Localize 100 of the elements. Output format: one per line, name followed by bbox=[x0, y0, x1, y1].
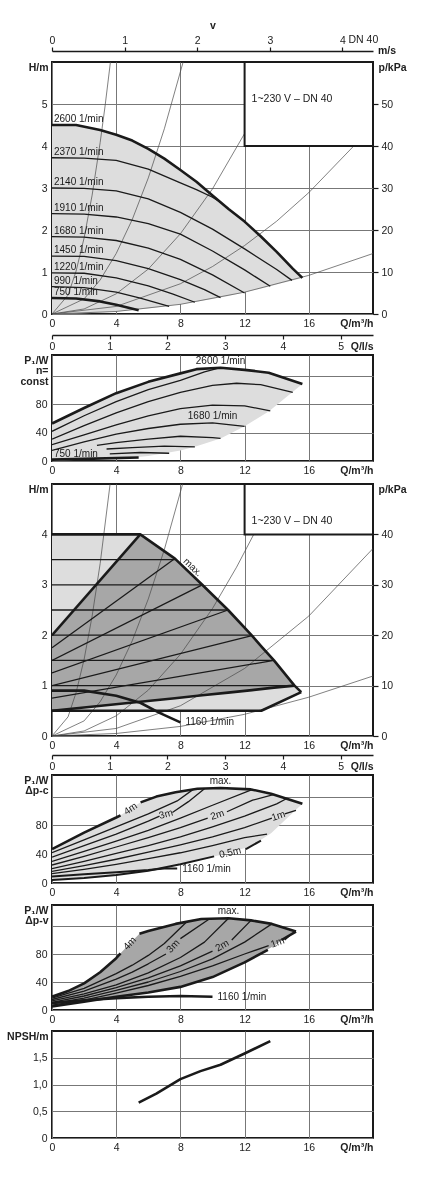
series-label: 1450 1/min bbox=[54, 244, 104, 256]
y2-tick-label: 30 bbox=[381, 578, 394, 591]
y-tick-label: 80 bbox=[35, 818, 48, 831]
y2-tick-label: 50 bbox=[381, 97, 394, 110]
x-tick-label: 16 bbox=[303, 463, 316, 476]
series-label: 1160 1/min bbox=[185, 716, 235, 728]
x2-tick-label: 0 bbox=[49, 33, 56, 46]
text: max. bbox=[181, 555, 205, 579]
series-label: 990 1/min bbox=[54, 274, 98, 286]
text: 2m bbox=[213, 936, 231, 954]
x-tick-label: 4 bbox=[113, 885, 120, 898]
x-tick-label: 0 bbox=[49, 463, 56, 476]
x2-tick-label: 3 bbox=[222, 759, 229, 772]
x2-tick-label: 2 bbox=[165, 759, 172, 772]
y-tick-label: 0 bbox=[41, 307, 48, 320]
y-tick-label: 3 bbox=[41, 181, 48, 194]
series-label: max. bbox=[217, 905, 240, 917]
y-tick-label: 1,0 bbox=[32, 1078, 48, 1090]
y2-tick-label: 40 bbox=[381, 139, 394, 152]
x-tick-label: 8 bbox=[177, 885, 184, 898]
x2-axis-title: Q/l/s bbox=[350, 339, 374, 352]
y-tick-label: 0 bbox=[41, 1003, 48, 1016]
annotation: 1~230 V – DN 40 bbox=[251, 514, 333, 526]
x2-tick-label: 3 bbox=[267, 33, 274, 46]
y-tick-label: 4 bbox=[41, 527, 48, 540]
annotation: 4m bbox=[120, 934, 139, 952]
y-tick-label: 40 bbox=[35, 426, 48, 439]
text: 3m bbox=[157, 806, 174, 821]
y-tick-label: 0,5 bbox=[32, 1104, 48, 1117]
x-tick-label: 8 bbox=[177, 1140, 184, 1153]
text: DN 40 bbox=[348, 33, 379, 45]
y-tick-label: 4 bbox=[41, 139, 48, 152]
x-tick-label: 0 bbox=[49, 738, 56, 751]
x-tick-label: 16 bbox=[303, 316, 316, 329]
x-tick-label: 12 bbox=[239, 1012, 252, 1025]
x-tick-label: 4 bbox=[113, 1140, 120, 1153]
y-tick-label: 0 bbox=[41, 1131, 48, 1144]
y-axis-title: H/m bbox=[28, 60, 49, 73]
x-tick-label: 0 bbox=[49, 1140, 56, 1153]
x2-tick-label: 4 bbox=[280, 339, 287, 352]
x-tick-label: 4 bbox=[113, 738, 120, 751]
text: 0.5m bbox=[217, 844, 243, 861]
series-label: 1160 1/min bbox=[182, 862, 231, 874]
x-axis-title: Q/m³/h bbox=[340, 885, 374, 898]
y-tick-label: 80 bbox=[35, 947, 48, 960]
y-tick-label: 2 bbox=[41, 223, 48, 236]
x2-tick-label: 2 bbox=[165, 339, 172, 352]
x-tick-label: 16 bbox=[303, 1140, 316, 1153]
y-axis-title: P₁/W Δp-c bbox=[24, 773, 49, 796]
x2-tick-label: 1 bbox=[107, 759, 114, 772]
annotation: 1~230 V – DN 40 bbox=[251, 92, 333, 104]
x-tick-label: 4 bbox=[113, 1012, 120, 1025]
x-axis-title: Q/m³/h bbox=[340, 316, 374, 329]
y-axis-title: P₁/W n= const bbox=[20, 353, 49, 387]
x2-tick-label: 0 bbox=[49, 759, 56, 772]
y-tick-label: 5 bbox=[41, 97, 48, 110]
y-tick-label: 1 bbox=[41, 679, 48, 692]
x-tick-label: 12 bbox=[239, 316, 252, 329]
text: 1m bbox=[269, 808, 287, 823]
x-tick-label: 12 bbox=[239, 738, 252, 751]
y-tick-label: 0 bbox=[41, 454, 48, 467]
y2-tick-label: 20 bbox=[381, 223, 394, 236]
y-axis-title: NPSH/m bbox=[7, 1029, 49, 1042]
x-axis-title: Q/m³/h bbox=[340, 463, 374, 476]
y-tick-label: 3 bbox=[41, 578, 48, 591]
text: m/s bbox=[378, 44, 397, 56]
series-label: 1220 1/min bbox=[54, 260, 104, 272]
series-label: 1910 1/min bbox=[54, 201, 104, 213]
x-tick-label: 16 bbox=[303, 1012, 316, 1025]
x2-tick-label: 5 bbox=[338, 759, 345, 772]
x2-tick-label: 1 bbox=[107, 339, 114, 352]
series-label: 1680 1/min bbox=[187, 409, 238, 421]
x-axis-title: Q/m³/h bbox=[340, 738, 374, 751]
y2-tick-label: 40 bbox=[381, 527, 394, 540]
y2-tick-label: 0 bbox=[381, 307, 388, 320]
y2-tick-label: 10 bbox=[381, 679, 394, 692]
series-label: 2370 1/min bbox=[54, 145, 104, 157]
y2-axis-title: p/kPa bbox=[378, 482, 407, 495]
series-label: 2600 1/min bbox=[195, 354, 246, 366]
x-tick-label: 12 bbox=[239, 885, 252, 898]
y2-tick-label: 30 bbox=[381, 181, 394, 194]
x-tick-label: 8 bbox=[177, 463, 184, 476]
y-axis-title: H/m bbox=[28, 482, 49, 495]
x-tick-label: 8 bbox=[177, 738, 184, 751]
x-tick-label: 16 bbox=[303, 738, 316, 751]
x2-tick-label: 4 bbox=[340, 33, 347, 46]
x-axis-title: Q/m³/h bbox=[340, 1012, 374, 1025]
y-tick-label: 0 bbox=[41, 876, 48, 889]
x-tick-label: 8 bbox=[177, 1012, 184, 1025]
y2-tick-label: 0 bbox=[381, 729, 388, 742]
x2-tick-label: 4 bbox=[280, 759, 287, 772]
annotation: 4m bbox=[121, 800, 140, 817]
x2-tick-label: 2 bbox=[194, 33, 201, 46]
x2-tick-label: 3 bbox=[222, 339, 229, 352]
x-axis-title: Q/m³/h bbox=[340, 1140, 374, 1153]
x2-tick-label: 5 bbox=[338, 339, 345, 352]
y-tick-label: 1 bbox=[41, 265, 48, 278]
series-label: 2140 1/min bbox=[54, 176, 104, 187]
series-label: max. bbox=[209, 774, 232, 786]
x2-tick-label: 1 bbox=[122, 33, 129, 46]
